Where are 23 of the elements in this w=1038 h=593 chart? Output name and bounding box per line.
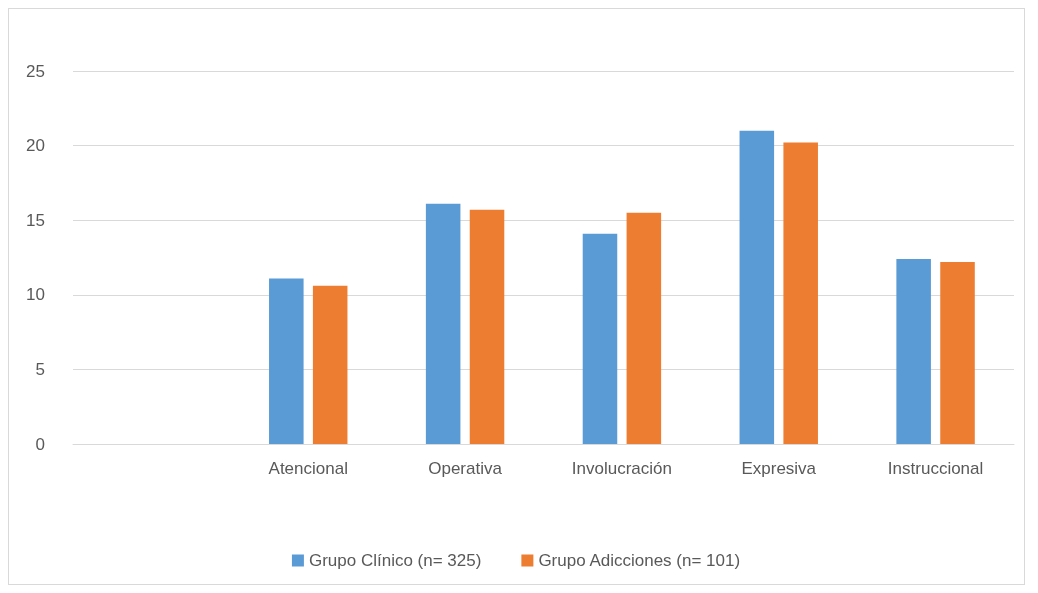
x-tick-label: Operativa (428, 459, 503, 478)
y-tick-label: 15 (26, 210, 45, 230)
x-tick-label: Instruccional (887, 459, 984, 478)
bar (896, 258, 931, 444)
y-tick-label: 10 (26, 285, 45, 305)
bar (312, 285, 348, 444)
x-tick-label: Involucración (571, 459, 672, 478)
bar (940, 261, 975, 444)
bar (582, 233, 618, 444)
bar (783, 142, 818, 444)
legend-label: Grupo Adicciones (n= 101) (538, 551, 741, 570)
bar (469, 209, 505, 444)
y-tick-label: 20 (26, 136, 45, 156)
bar (425, 203, 461, 444)
legend-label: Grupo Clínico (n= 325) (308, 551, 482, 570)
bar (269, 278, 304, 444)
y-tick-label: 5 (35, 359, 45, 379)
y-tick-label: 0 (35, 434, 45, 454)
y-tick-label: 25 (26, 61, 45, 81)
bar (739, 130, 775, 444)
bar (626, 212, 662, 444)
x-tick-label: Expresiva (741, 459, 817, 478)
x-tick-label: Atencional (268, 459, 348, 478)
